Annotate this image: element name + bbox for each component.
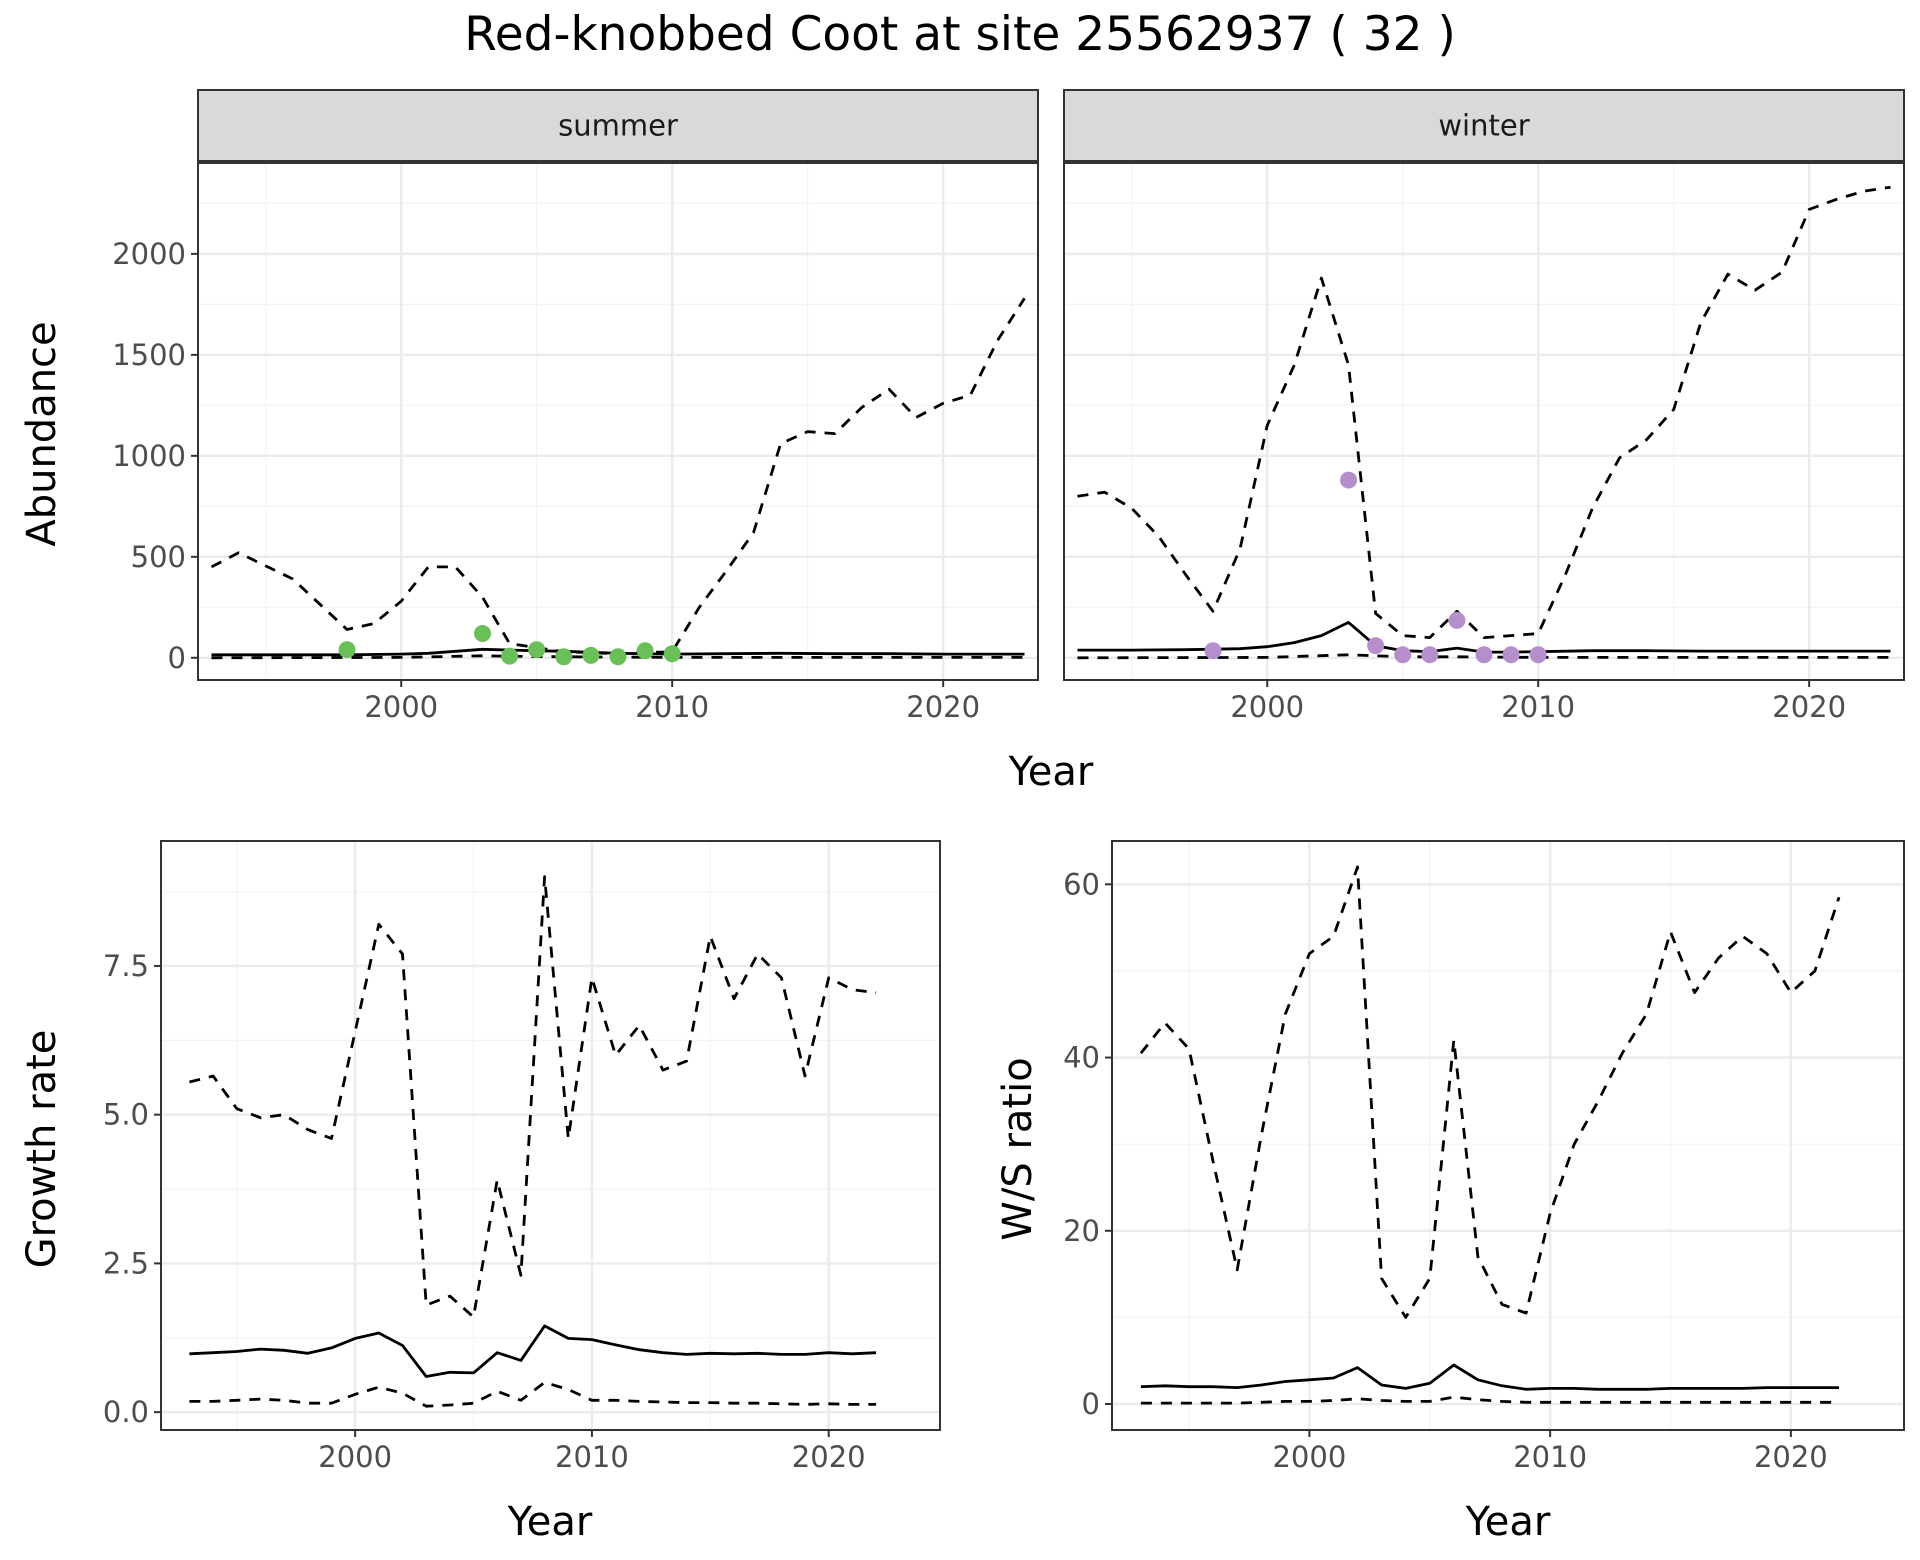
x-tick-label: 2010 xyxy=(555,1440,629,1474)
data-point xyxy=(1475,646,1493,664)
data-point xyxy=(609,648,627,666)
data-point xyxy=(1394,646,1412,664)
panel-border xyxy=(197,162,1039,681)
panel-border xyxy=(1063,162,1905,681)
x-tick-label: 2010 xyxy=(1501,690,1575,724)
y-tick-label: 2000 xyxy=(112,237,186,271)
plot-area: summer 2000 2010 2020 0 500 1000 1500 2000 Abunda… xyxy=(19,89,1905,1545)
x-tick-label: 2020 xyxy=(792,1440,866,1474)
y-tick-label: 1500 xyxy=(112,338,186,372)
data-layer xyxy=(1139,865,1841,1405)
data-point xyxy=(1529,646,1547,664)
panel-3: 2000 2010 2020 0 20 40 60 Year W/S ratio xyxy=(995,840,1905,1545)
data-point xyxy=(582,646,600,664)
data-point xyxy=(1340,471,1358,489)
y-tick-label: 0.0 xyxy=(103,1395,149,1429)
data-point xyxy=(1502,646,1520,664)
y-axis-title: Growth rate xyxy=(19,1030,65,1269)
series-line-1-dashed xyxy=(1140,1395,1839,1405)
x-axis-title: Year xyxy=(507,1499,593,1545)
panel-background xyxy=(1112,841,1904,1430)
y-tick-label: 20 xyxy=(1063,1214,1100,1248)
series-line-1-dashed xyxy=(1077,185,1891,639)
x-tick-label: 2000 xyxy=(318,1440,392,1474)
y-tick-label: 7.5 xyxy=(103,949,149,983)
data-layer xyxy=(210,297,1026,666)
data-point xyxy=(528,641,546,659)
y-tick-label: 0 xyxy=(1082,1387,1100,1421)
facet-strip xyxy=(1063,89,1905,162)
series-line-0-solid xyxy=(1140,1363,1839,1391)
data-point xyxy=(663,645,681,663)
y-tick-label: 2.5 xyxy=(103,1246,149,1280)
y-axis-title: W/S ratio xyxy=(995,1057,1041,1240)
data-point xyxy=(338,641,356,659)
data-point xyxy=(474,625,492,643)
x-axis-title: Year xyxy=(1465,1499,1551,1545)
facet-label-summer: summer xyxy=(558,109,678,143)
y-axis-title: Abundance xyxy=(19,321,65,546)
x-tick-label: 2020 xyxy=(1772,690,1846,724)
panel-2: 2000 2010 2020 0.0 2.5 5.0 7.5 Year Growth rate xyxy=(19,840,941,1545)
data-point xyxy=(1204,642,1222,660)
panel-border xyxy=(1111,840,1905,1431)
chart-title: Red-knobbed Coot at site 25562937 ( 32 ) xyxy=(464,7,1456,62)
x-axis-title-facets: Year xyxy=(1008,749,1094,795)
panel-1: winter 2000 2010 2020 xyxy=(1063,89,1905,724)
facet-strip xyxy=(197,89,1039,162)
panel-background xyxy=(1064,163,1904,680)
x-tick-label: 2020 xyxy=(906,690,980,724)
data-point xyxy=(1367,637,1385,655)
data-point xyxy=(501,647,519,665)
y-tick-label: 60 xyxy=(1063,867,1100,901)
data-point xyxy=(1421,646,1439,664)
data-point xyxy=(1448,611,1466,629)
data-layer xyxy=(189,875,877,1408)
panel-border xyxy=(160,840,941,1431)
data-layer xyxy=(1077,185,1891,664)
facet-label-winter: winter xyxy=(1438,109,1529,143)
data-point xyxy=(555,648,573,666)
x-tick-label: 2000 xyxy=(1272,1440,1346,1474)
panel-background xyxy=(198,163,1038,680)
x-tick-label: 2000 xyxy=(1230,690,1304,724)
panel-background xyxy=(161,841,940,1430)
y-tick-label: 500 xyxy=(131,540,186,574)
series-line-2-dashed xyxy=(189,875,877,1319)
x-tick-label: 2020 xyxy=(1754,1440,1828,1474)
series-line-1-dashed xyxy=(210,297,1026,656)
y-tick-label: 5.0 xyxy=(103,1098,149,1132)
y-tick-label: 40 xyxy=(1063,1041,1100,1075)
y-tick-label: 0 xyxy=(168,641,186,675)
y-tick-label: 1000 xyxy=(112,439,186,473)
series-line-0-solid xyxy=(189,1324,877,1378)
x-tick-label: 2000 xyxy=(364,690,438,724)
panel-0: summer 2000 2010 2020 0 500 1000 1500 2000 Abunda… xyxy=(19,89,1039,724)
x-tick-label: 2010 xyxy=(635,690,709,724)
data-point xyxy=(636,642,654,660)
x-tick-label: 2010 xyxy=(1513,1440,1587,1474)
